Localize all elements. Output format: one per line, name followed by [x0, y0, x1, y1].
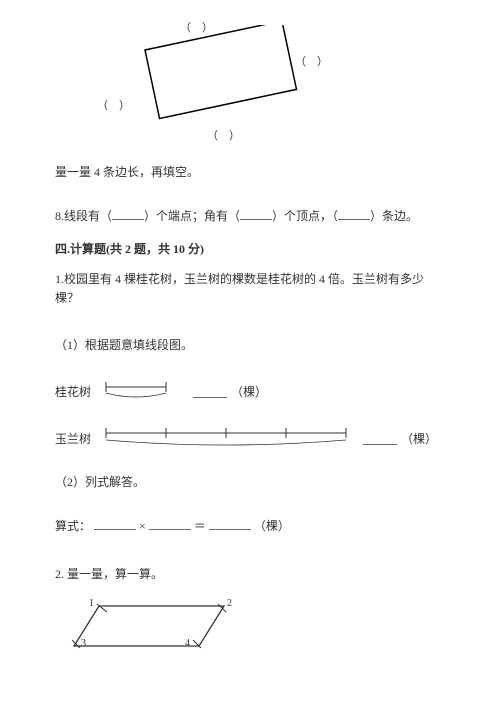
q8-suffix: ）条边。 [370, 209, 418, 223]
yulan-label: 玉兰树 [55, 430, 103, 447]
formula-blank-3[interactable] [209, 516, 251, 530]
parallelogram-diagram: 1 2 3 4 [69, 598, 445, 662]
formula-unit: （棵） [254, 519, 290, 533]
equals-sign: ＝ [194, 519, 206, 533]
mult-sign: × [139, 519, 146, 533]
paren-top: （ ） [180, 19, 213, 35]
q8-prefix: 8.线段有（ [55, 209, 112, 223]
question-1-sub2: （2）列式解答。 [55, 473, 445, 492]
para-label-3: 3 [81, 638, 86, 649]
paren-bottom: （ ） [207, 127, 240, 143]
para-label-1: 1 [89, 598, 94, 609]
question-1-sub1: （1）根据题意填线段图。 [55, 336, 445, 355]
yulan-unit: （棵） [401, 430, 437, 447]
guihua-label: 桂花树 [55, 383, 103, 400]
yulan-segment-row: 玉兰树 （棵） [55, 423, 445, 453]
q8-mid2: ）个顶点，（ [272, 209, 338, 223]
measure-instruction: 量一量 4 条边长，再填空。 [55, 163, 445, 182]
q8-mid1: ）个端点；角有（ [144, 209, 240, 223]
para-label-4: 4 [185, 638, 190, 649]
guihua-segment [103, 377, 189, 405]
question-1: 1.校园里有 4 棵桂花树，玉兰树的棵数是桂花树的 4 倍。玉兰树有多少棵？ [55, 270, 445, 308]
guihua-unit: （棵） [231, 383, 267, 400]
q8-blank-3[interactable] [338, 206, 370, 220]
q8-blank-1[interactable] [112, 206, 144, 220]
yulan-segment [103, 423, 359, 453]
paren-left: （ ） [97, 97, 130, 113]
formula-label: 算式： [55, 519, 91, 533]
yulan-blank[interactable] [363, 431, 397, 445]
para-label-2: 2 [227, 598, 232, 609]
parallelogram-svg [69, 598, 239, 658]
paren-right: （ ） [295, 53, 328, 69]
formula-blank-2[interactable] [149, 516, 191, 530]
question-2: 2. 量一量，算一算。 [55, 565, 445, 584]
section-4-title: 四.计算题(共 2 题，共 10 分) [55, 240, 445, 259]
question-8: 8.线段有（ ）个端点；角有（ ）个顶点，（ ）条边。 [55, 206, 445, 226]
guihua-blank[interactable] [193, 384, 227, 398]
q8-blank-2[interactable] [240, 206, 272, 220]
rectangle-diagram: （ ） （ ） （ ） （ ） [85, 25, 445, 145]
guihua-segment-row: 桂花树 （棵） [55, 377, 445, 405]
formula-line: 算式： × ＝ （棵） [55, 516, 445, 536]
formula-blank-1[interactable] [94, 516, 136, 530]
